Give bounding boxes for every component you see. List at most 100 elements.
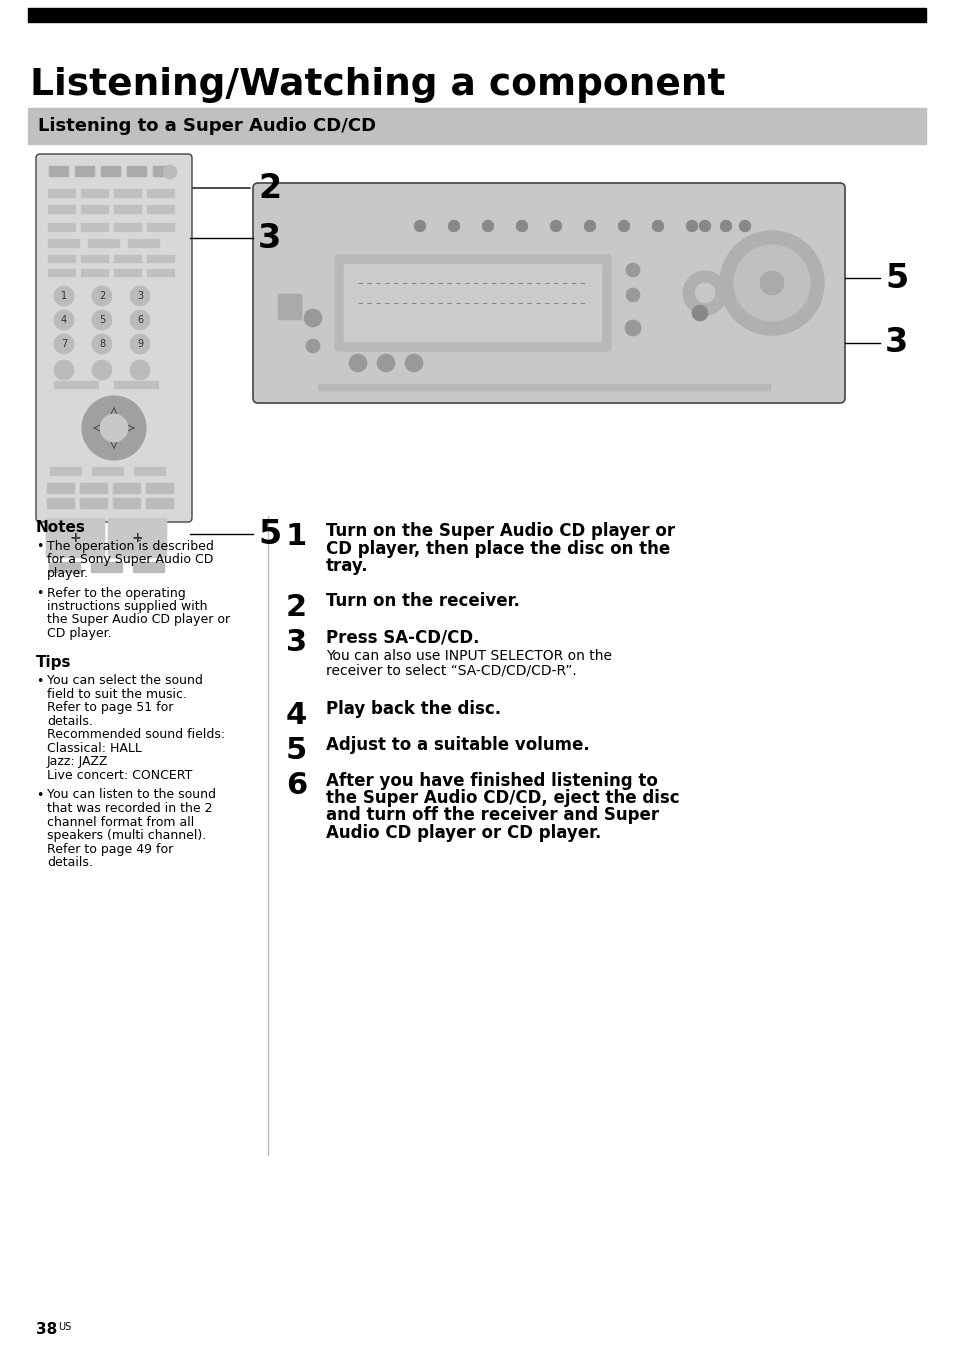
Circle shape [685,220,698,233]
Text: for a Sony Super Audio CD: for a Sony Super Audio CD [47,553,213,566]
FancyBboxPatch shape [80,483,108,493]
Text: •: • [36,675,43,688]
Text: Notes: Notes [36,521,86,535]
Text: receiver to select “SA-CD/CD/CD-R”.: receiver to select “SA-CD/CD/CD-R”. [326,664,577,677]
Text: 3: 3 [137,291,143,301]
Text: the Super Audio CD player or: the Super Audio CD player or [47,614,230,626]
Circle shape [130,287,150,306]
FancyBboxPatch shape [36,154,192,522]
FancyBboxPatch shape [112,498,141,508]
Bar [48,256,76,264]
Text: 2: 2 [257,172,281,204]
Text: and turn off the receiver and Super: and turn off the receiver and Super [326,807,659,825]
Circle shape [130,310,150,330]
Circle shape [91,310,112,330]
Text: 4: 4 [61,315,67,324]
Circle shape [349,354,367,372]
FancyBboxPatch shape [335,256,610,352]
Bar [28,8,925,22]
Text: channel format from all: channel format from all [47,815,194,829]
Text: •: • [36,539,43,553]
Circle shape [651,220,663,233]
Bar [147,206,174,214]
Text: 38: 38 [36,1322,57,1337]
Text: 2: 2 [286,592,307,622]
FancyBboxPatch shape [49,562,81,573]
Circle shape [516,220,527,233]
Text: 3: 3 [884,326,907,360]
Text: CD player.: CD player. [47,627,112,639]
Circle shape [405,354,422,372]
FancyBboxPatch shape [253,183,844,403]
Text: field to suit the music.: field to suit the music. [47,688,187,700]
FancyBboxPatch shape [47,498,75,508]
Circle shape [760,270,783,295]
Bar [81,223,109,233]
Text: US: US [58,1322,71,1332]
Text: Refer to page 49 for: Refer to page 49 for [47,842,173,856]
FancyBboxPatch shape [132,562,165,573]
FancyBboxPatch shape [108,518,167,558]
Text: tray.: tray. [326,557,368,575]
FancyBboxPatch shape [112,483,141,493]
Text: Listening to a Super Audio CD/CD: Listening to a Super Audio CD/CD [38,118,375,135]
Circle shape [448,220,459,233]
Circle shape [625,264,639,277]
Text: Tips: Tips [36,654,71,669]
Bar [54,381,99,389]
Circle shape [583,220,596,233]
Bar [50,466,82,476]
Text: Recommended sound fields:: Recommended sound fields: [47,729,225,741]
Text: 9: 9 [137,339,143,349]
Text: 4: 4 [286,700,307,730]
Text: You can also use INPUT SELECTOR on the: You can also use INPUT SELECTOR on the [326,649,612,664]
Bar [128,239,160,247]
Circle shape [414,220,426,233]
FancyBboxPatch shape [80,498,108,508]
Bar [113,269,142,277]
Text: After you have finished listening to: After you have finished listening to [326,772,658,790]
Circle shape [54,287,74,306]
Text: +: + [70,531,81,545]
Text: Turn on the receiver.: Turn on the receiver. [326,592,519,611]
Text: Play back the disc.: Play back the disc. [326,700,500,718]
Bar [113,381,159,389]
FancyBboxPatch shape [91,562,123,573]
Text: details.: details. [47,856,92,869]
Bar [48,269,76,277]
Circle shape [625,288,639,301]
Bar [113,206,142,214]
Text: The operation is described: The operation is described [47,539,213,553]
Circle shape [739,220,750,233]
Text: 7: 7 [61,339,67,349]
Bar [81,269,109,277]
Circle shape [306,339,319,353]
Circle shape [100,414,128,442]
Bar [81,206,109,214]
Text: Live concert: CONCERT: Live concert: CONCERT [47,769,193,781]
FancyBboxPatch shape [101,166,121,177]
Bar [133,466,166,476]
Bar [81,256,109,264]
Text: details.: details. [47,715,92,727]
FancyBboxPatch shape [49,166,69,177]
FancyBboxPatch shape [152,166,172,177]
Bar [147,189,174,197]
Text: Audio CD player or CD player.: Audio CD player or CD player. [326,823,600,842]
Text: You can listen to the sound: You can listen to the sound [47,788,215,802]
Text: +: + [132,531,143,545]
Text: Turn on the Super Audio CD player or: Turn on the Super Audio CD player or [326,522,675,539]
Text: Refer to page 51 for: Refer to page 51 for [47,702,173,714]
FancyBboxPatch shape [75,166,95,177]
Text: 3: 3 [257,222,281,254]
FancyBboxPatch shape [47,483,75,493]
Text: •: • [36,788,43,802]
Circle shape [720,220,731,233]
Text: 6: 6 [286,772,307,800]
Circle shape [54,334,74,354]
Text: 5: 5 [99,315,105,324]
Circle shape [720,231,823,335]
Bar [81,189,109,197]
Circle shape [376,354,395,372]
FancyBboxPatch shape [46,518,105,558]
